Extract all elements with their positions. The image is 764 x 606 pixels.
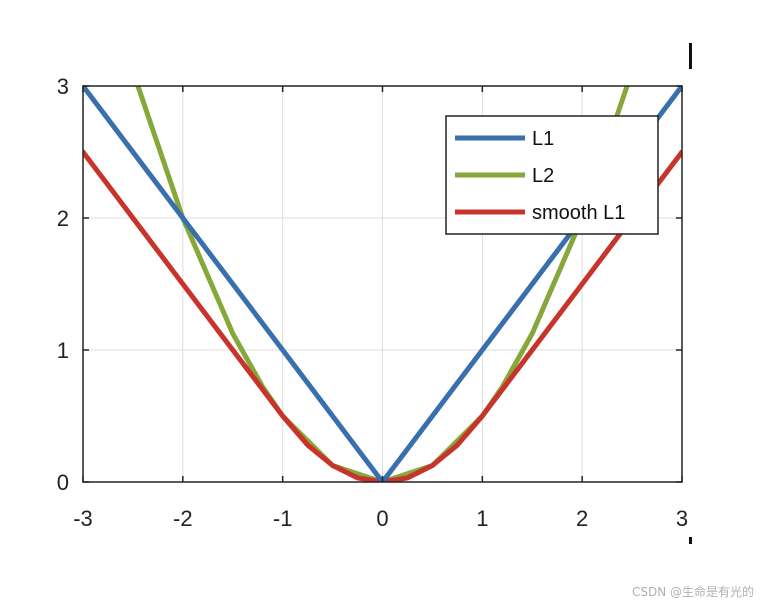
x-tick-label: -2 — [173, 506, 193, 531]
x-tick-label: 1 — [476, 506, 488, 531]
x-tick-label: -1 — [273, 506, 293, 531]
x-tick-label: 2 — [576, 506, 588, 531]
series-line-smooth-l1 — [83, 149, 682, 482]
x-tick-label: -3 — [73, 506, 93, 531]
legend-label: L2 — [532, 165, 554, 187]
x-tick-label: 3 — [676, 506, 688, 531]
x-tick-label: 0 — [376, 506, 388, 531]
y-tick-label: 1 — [57, 338, 69, 363]
watermark: CSDN @生命是有光的 — [631, 585, 754, 599]
legend: L1 L2 smooth L1 — [445, 115, 659, 235]
legend-label: smooth L1 — [532, 202, 625, 224]
cursor-mark-bottom — [689, 537, 692, 544]
series-line-l2 — [135, 86, 630, 482]
x-axis-tick-labels: -3 -2 -1 0 1 2 3 — [73, 506, 688, 531]
y-tick-label: 0 — [57, 470, 69, 495]
legend-label: L1 — [532, 128, 554, 150]
y-tick-label: 3 — [57, 74, 69, 99]
axis-ticks — [82, 85, 683, 483]
y-axis-tick-labels: 0 1 2 3 — [57, 74, 69, 495]
cursor-mark-top — [689, 43, 692, 69]
y-tick-label: 2 — [57, 206, 69, 231]
